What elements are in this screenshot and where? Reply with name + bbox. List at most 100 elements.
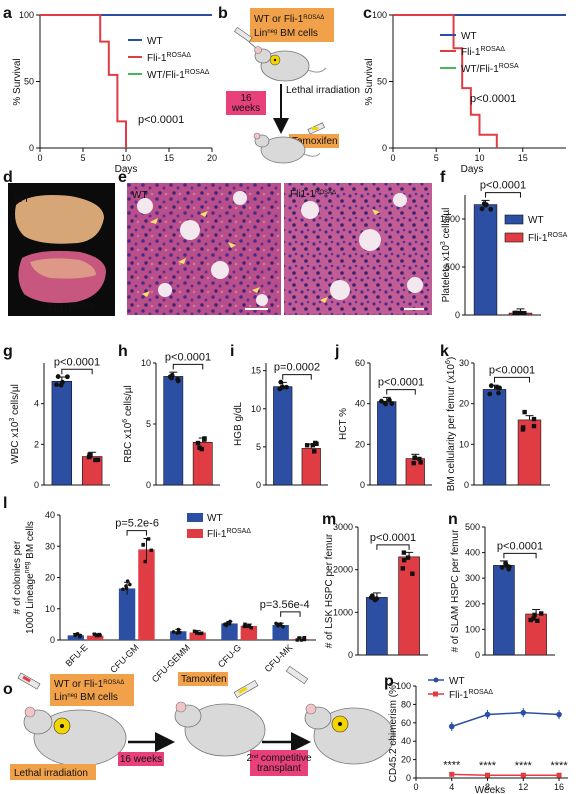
panel-j-ytick: 20 (355, 439, 365, 449)
panel-p-point (556, 711, 562, 718)
panel-a-pvalue: p<0.0001 (138, 114, 184, 126)
syringe-icon (233, 679, 259, 699)
panel-b-box-line1: WT or Fli-1ROSAΔ (254, 14, 324, 25)
panel-l-xtick: CFU-G (216, 642, 243, 669)
panel-l-dot (302, 635, 307, 640)
panel-h-ylabel: RBC x106 cells/µl (122, 385, 134, 462)
panel-p-legend-2: Fli-1ROSAΔ (449, 689, 493, 701)
panel-m-pvalue: p<0.0001 (370, 532, 416, 544)
panel-c-xtick: 10 (474, 153, 484, 163)
panel-a-xtick: 5 (80, 153, 85, 163)
panel-label-c: c (363, 5, 372, 22)
panel-l-bar-3-1 (240, 625, 258, 640)
panel-l-ytick: 0 (50, 635, 55, 645)
panel-label-d: d (3, 169, 13, 186)
panel-d-ko-label: Fli1-1ROSAΔ (48, 303, 94, 314)
panel-p-ytick: 60 (401, 718, 411, 728)
panel-l-dot (199, 631, 204, 635)
panel-c-xtick: 15 (518, 153, 528, 163)
panel-o-cells-box (50, 674, 134, 706)
panel-l-dot (75, 631, 80, 636)
syringe-icon (234, 26, 257, 49)
panel-l-legend-1: WT (207, 513, 223, 524)
panel-i-dot (312, 449, 317, 454)
panel-n-ytick: 400 (465, 548, 480, 558)
panel-l-bar-0-0 (67, 635, 85, 640)
panel-a-legend-3: WT/Fli-1ROSAΔ (147, 69, 210, 81)
panel-m-dot (369, 593, 375, 599)
panel-k-dot (531, 423, 537, 429)
panel-n-dot (499, 565, 505, 570)
panel-n-dot (535, 618, 540, 623)
panel-f-ytick: 0 (455, 310, 460, 320)
panel-label-i: i (230, 343, 234, 360)
panel-p-ytick: 0 (406, 773, 411, 783)
panel-o-workflow: WT or Fli-1ROSAΔ Linneg BM cells Lethal … (10, 665, 395, 780)
panel-b-weeks-box (226, 91, 266, 115)
panel-i-dot (278, 379, 284, 385)
panel-b-tamoxifen: Tamoxifen (292, 136, 338, 147)
panel-b-box-line2: Linneg BM cells (254, 28, 318, 39)
syringe-icon (17, 672, 41, 690)
panel-c-legend-3: WT/Fli-1ROSA (461, 63, 519, 75)
panel-j-dot (412, 455, 418, 460)
panel-l-dot (227, 622, 232, 626)
panel-l-bar-0-1 (87, 635, 104, 640)
panel-o-box-line1: WT or Fli-1ROSAΔ (54, 679, 124, 690)
panel-l-pvalue-2: p=3.56e-4 (260, 599, 310, 611)
panel-p: 0 4 8 12 16 0 20 40 60 80 100 CD45.2 chimerism (%)… (388, 676, 568, 794)
panel-p-point (484, 711, 491, 718)
panel-l-dot (78, 633, 83, 638)
panel-m-ytick: 1000 (333, 607, 353, 617)
panel-o-transplant-box (250, 750, 308, 776)
panel-c-pvalue: p<0.0001 (470, 93, 516, 105)
panel-i-ytick: 10 (251, 404, 261, 414)
panel-p-stars: **** (479, 760, 497, 772)
panel-f-dot (479, 206, 485, 212)
panel-i-ylabel: HGB g/dL (233, 402, 244, 446)
panel-l-dot (192, 629, 197, 633)
panel-p-stars: **** (443, 759, 461, 771)
panel-k-ytick: 20 (459, 399, 469, 409)
panel-n-dot (539, 611, 544, 616)
panel-o-weeks-box (118, 752, 164, 766)
panel-f-legend-2: Fli-1ROSA (528, 232, 568, 244)
panel-k-dot (496, 390, 501, 396)
panel-p-ylabel: CD45.2 chimerism (%) (388, 682, 399, 783)
panel-c-ytick: 50 (377, 77, 387, 87)
panel-l-dot (124, 586, 129, 591)
panel-i-dot (313, 440, 318, 446)
panel-c-xtick: 0 (390, 153, 395, 163)
panel-a-ylabel: % Survival (12, 58, 23, 105)
panel-l-dot (223, 622, 227, 627)
panel-m-dot (400, 566, 406, 571)
panel-j-pvalue: p<0.0001 (378, 377, 424, 389)
panel-g-dot (60, 379, 65, 385)
panel-i-dot (277, 386, 283, 392)
panel-k-dot (531, 416, 537, 422)
panel-k-chart: 0 10 20 30 p<0.0001 BM cellularity per femur … (445, 357, 550, 491)
syringe-icon (307, 122, 325, 135)
panel-l-dot (195, 631, 199, 635)
panel-l-ylabel-2: 1000 Lineageneg BM cells (24, 521, 36, 634)
panel-n-dot (503, 561, 509, 566)
panel-j-ytick: 0 (360, 480, 365, 490)
panel-p-xtick: 4 (449, 782, 454, 792)
panel-h-pvalue: p<0.0001 (165, 351, 211, 363)
panel-l-bar-2-0 (170, 631, 187, 640)
panel-l-dot (276, 623, 280, 628)
panel-h-ytick: 5 (146, 419, 151, 429)
panel-p-xtick: 0 (413, 782, 418, 792)
panel-l-ytick: 20 (45, 573, 55, 583)
panel-label-p: p (384, 673, 394, 690)
panel-l-dot (247, 624, 252, 628)
panel-i-chart: 0 5 10 15 p=0.0002 HGB g/dL (233, 362, 328, 490)
panel-g-ytick: 4 (34, 399, 39, 409)
panel-l-dot (171, 630, 176, 634)
panel-l-dot (302, 637, 307, 642)
panel-g-chart: 0 2 4 p<0.0001 WBC x103 cells/µl (9, 356, 110, 490)
panel-b: WT or Fli-1ROSAΔ Linneg BM cells 16 week… (226, 8, 360, 164)
panel-f-pvalue: p<0.0001 (480, 180, 526, 192)
panel-f-dot (518, 310, 523, 316)
